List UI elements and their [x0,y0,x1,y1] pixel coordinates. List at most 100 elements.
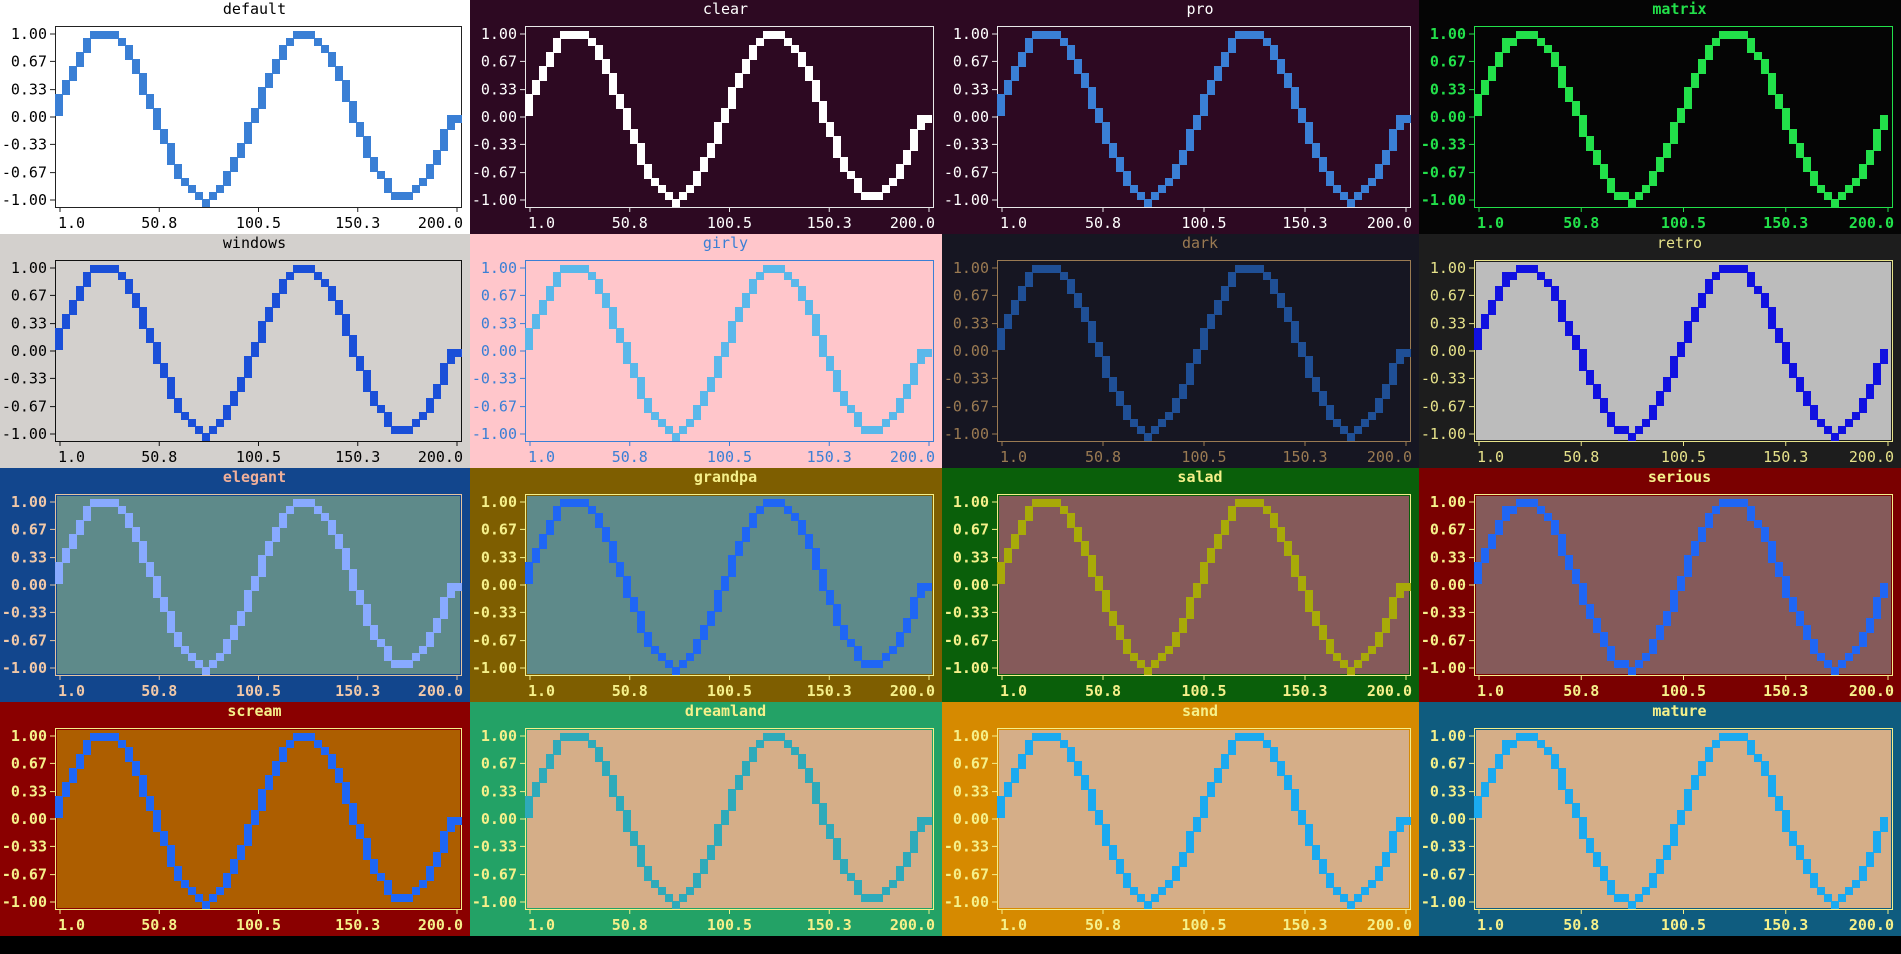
series-cell [1130,419,1138,427]
y-tick-label: 0.33 [1430,783,1466,801]
chart-mature: mature1.000.670.330.00-0.33-0.67-1.001.0… [1419,702,1901,936]
series-cell [728,87,736,109]
series-cell [1516,733,1524,741]
series-cell [623,108,631,130]
series-cell [868,192,876,200]
series-cell [1551,520,1559,535]
series-cell [405,660,413,668]
series-cell [1586,604,1594,619]
series-cell [1565,789,1573,804]
series-cell [1207,314,1215,329]
series-cell [1284,775,1292,790]
series-cell [370,157,378,172]
y-tick-label: -1.00 [1421,425,1466,443]
series-cell [132,59,140,74]
x-tick-label: 1.0 [58,448,85,466]
x-tick-label: 50.8 [1563,214,1599,232]
x-tick-label: 1.0 [1477,214,1504,232]
series-cell [1817,185,1825,193]
series-cell [1782,810,1790,832]
series-cell [1116,859,1124,874]
series-cell [265,775,273,790]
series-cell [1389,129,1397,151]
series-cell [770,31,778,39]
x-tick-label: 150.3 [1763,448,1808,466]
series-cell [181,412,189,420]
series-cell [532,80,540,95]
x-tick-label: 150.3 [1282,916,1327,934]
series-cell [314,740,322,748]
series-cell [728,555,736,577]
series-cell [1544,45,1552,53]
series-cell [1537,740,1545,748]
series-cell [1025,38,1033,53]
series-cell [1137,894,1145,902]
series-cell [1375,398,1383,413]
series-cell [1172,398,1180,413]
series-cell [419,880,427,888]
series-cell [1228,38,1236,53]
series-cell [1389,363,1397,385]
chart-elegant: elegant1.000.670.330.00-0.33-0.67-1.001.… [0,468,470,702]
series-cell [1495,286,1503,301]
series-cell [1733,499,1741,507]
series-cell [328,520,336,535]
y-tick-label: -1.00 [2,893,47,911]
series-cell [1039,31,1047,39]
series-cell [300,265,308,273]
y-tick-label: -1.00 [1421,659,1466,677]
series-cell [1474,796,1482,818]
series-cell [735,307,743,322]
series-cell [342,314,350,336]
series-cell [1607,178,1615,193]
y-tick-label: -1.00 [2,425,47,443]
series-cell [1361,419,1369,427]
series-cell [875,660,883,668]
series-cell [1523,733,1531,741]
series-cell [1123,405,1131,420]
series-cell [1277,59,1285,74]
series-cell [1677,342,1685,357]
series-cell [1516,265,1524,273]
series-cell [679,894,687,902]
series-cell [1607,412,1615,427]
series-cell [1845,653,1853,661]
series-cell [1803,391,1811,406]
series-cell [756,740,764,748]
series-cell [279,513,287,528]
series-cell [546,286,554,301]
x-tick-label: 1.0 [1000,682,1027,700]
series-cell [1628,901,1636,909]
series-cell [658,419,666,427]
series-cell [307,31,315,39]
series-cell [903,150,911,165]
series-cell [300,31,308,39]
series-cell [1516,31,1524,39]
y-tick-label: 0.67 [953,520,989,538]
series-cell [1614,426,1622,434]
series-cell [1740,265,1748,273]
series-cell [1530,733,1538,741]
y-tick-label: 0.00 [481,342,517,360]
series-cell [1179,852,1187,867]
series-cell [1354,192,1362,200]
series-cell [118,506,126,514]
series-cell [602,59,610,74]
x-tick-label: 1.0 [528,214,555,232]
y-tick-label: -0.33 [1421,603,1466,621]
series-cell [532,314,540,329]
y-tick-label: 0.67 [11,754,47,772]
series-cell [1684,789,1692,811]
series-cell [1305,590,1313,612]
series-cell [700,157,708,172]
x-tick-label: 150.3 [1282,682,1327,700]
series-cell [69,66,77,81]
theme-panel-salad: salad 1.00 0.67 0.33 0.00 -0.33 -0.67 -1.00 1.0 5… [942,468,1419,702]
series-cell [272,761,280,776]
y-tick-label: 0.33 [11,81,47,99]
series-cell [1179,618,1187,633]
series-cell [69,768,77,783]
series-cell [1789,831,1797,846]
series-cell [55,94,63,116]
series-cell [595,513,603,528]
